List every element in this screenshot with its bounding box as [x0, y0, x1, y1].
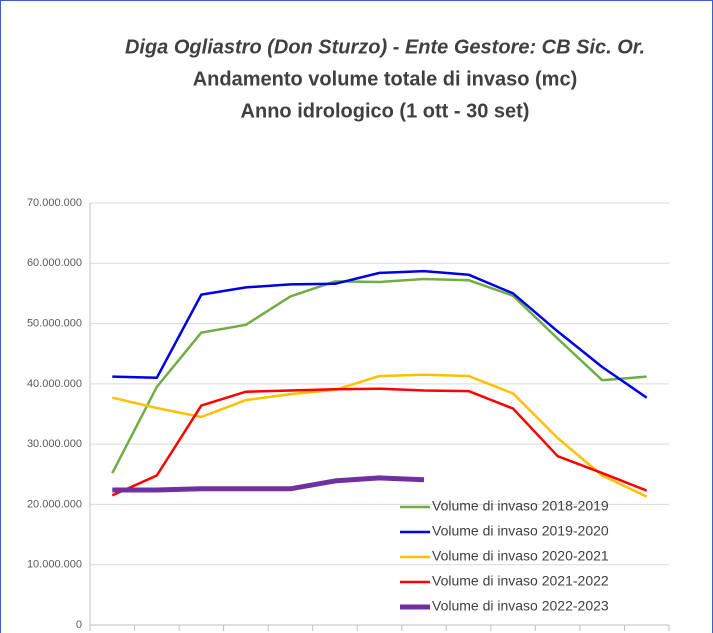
- series-line: [111, 277, 647, 474]
- series-line: [112, 373, 648, 498]
- y-tick-label: 10.000.000: [27, 559, 82, 571]
- series-line: [112, 269, 648, 399]
- chart-subtitle: Andamento volume totale di invaso (mc): [193, 68, 578, 90]
- legend-label: Volume di invaso 2019-2020: [432, 523, 609, 539]
- legend-label: Volume di invaso 2021-2022: [432, 573, 609, 589]
- series-line: [111, 387, 648, 497]
- legend-label: Volume di invaso 2018-2019: [432, 498, 609, 514]
- legend-label: Volume di invaso 2020-2021: [432, 548, 609, 564]
- y-tick-label: 30.000.000: [27, 438, 82, 450]
- y-tick-label: 60.000.000: [27, 257, 82, 269]
- y-tick-label: 20.000.000: [27, 498, 82, 510]
- legend-label: Volume di invaso 2022-2023: [432, 598, 609, 614]
- y-tick-label: 40.000.000: [27, 378, 82, 390]
- y-tick-label: 0: [76, 619, 82, 631]
- y-tick-label: 70.000.000: [27, 197, 82, 209]
- series-line: [112, 475, 425, 493]
- y-tick-label: 50.000.000: [27, 317, 82, 329]
- chart-title: Diga Ogliastro (Don Sturzo) - Ente Gesto…: [125, 36, 645, 58]
- chart-subtitle: Anno idrologico (1 ott - 30 set): [241, 100, 530, 122]
